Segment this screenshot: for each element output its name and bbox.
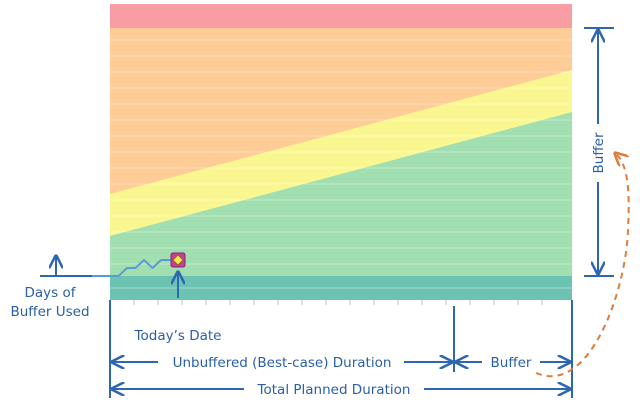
total-planned-duration-label: Total Planned Duration: [257, 382, 411, 398]
buffer-side-label: Buffer: [591, 132, 607, 173]
days-of-buffer-used-label-line2: Buffer Used: [10, 304, 89, 320]
bottom-ticks: [133, 300, 543, 305]
todays-date-label: Today’s Date: [134, 328, 222, 344]
buffer-bottom-label: Buffer: [491, 355, 532, 371]
red-zone: [110, 4, 572, 28]
buffer-mapping-curve-arrow: [535, 154, 630, 377]
green-zone: [110, 112, 572, 300]
unbuffered-duration-label: Unbuffered (Best-case) Duration: [173, 355, 392, 371]
current-status-marker: [170, 252, 186, 268]
teal-zone: [110, 276, 572, 300]
chart-zones: [110, 4, 572, 300]
grid-lines: [110, 39, 572, 289]
buffer-consumption-line: [110, 259, 178, 277]
days-of-buffer-used-label-line1: Days of: [25, 285, 77, 301]
